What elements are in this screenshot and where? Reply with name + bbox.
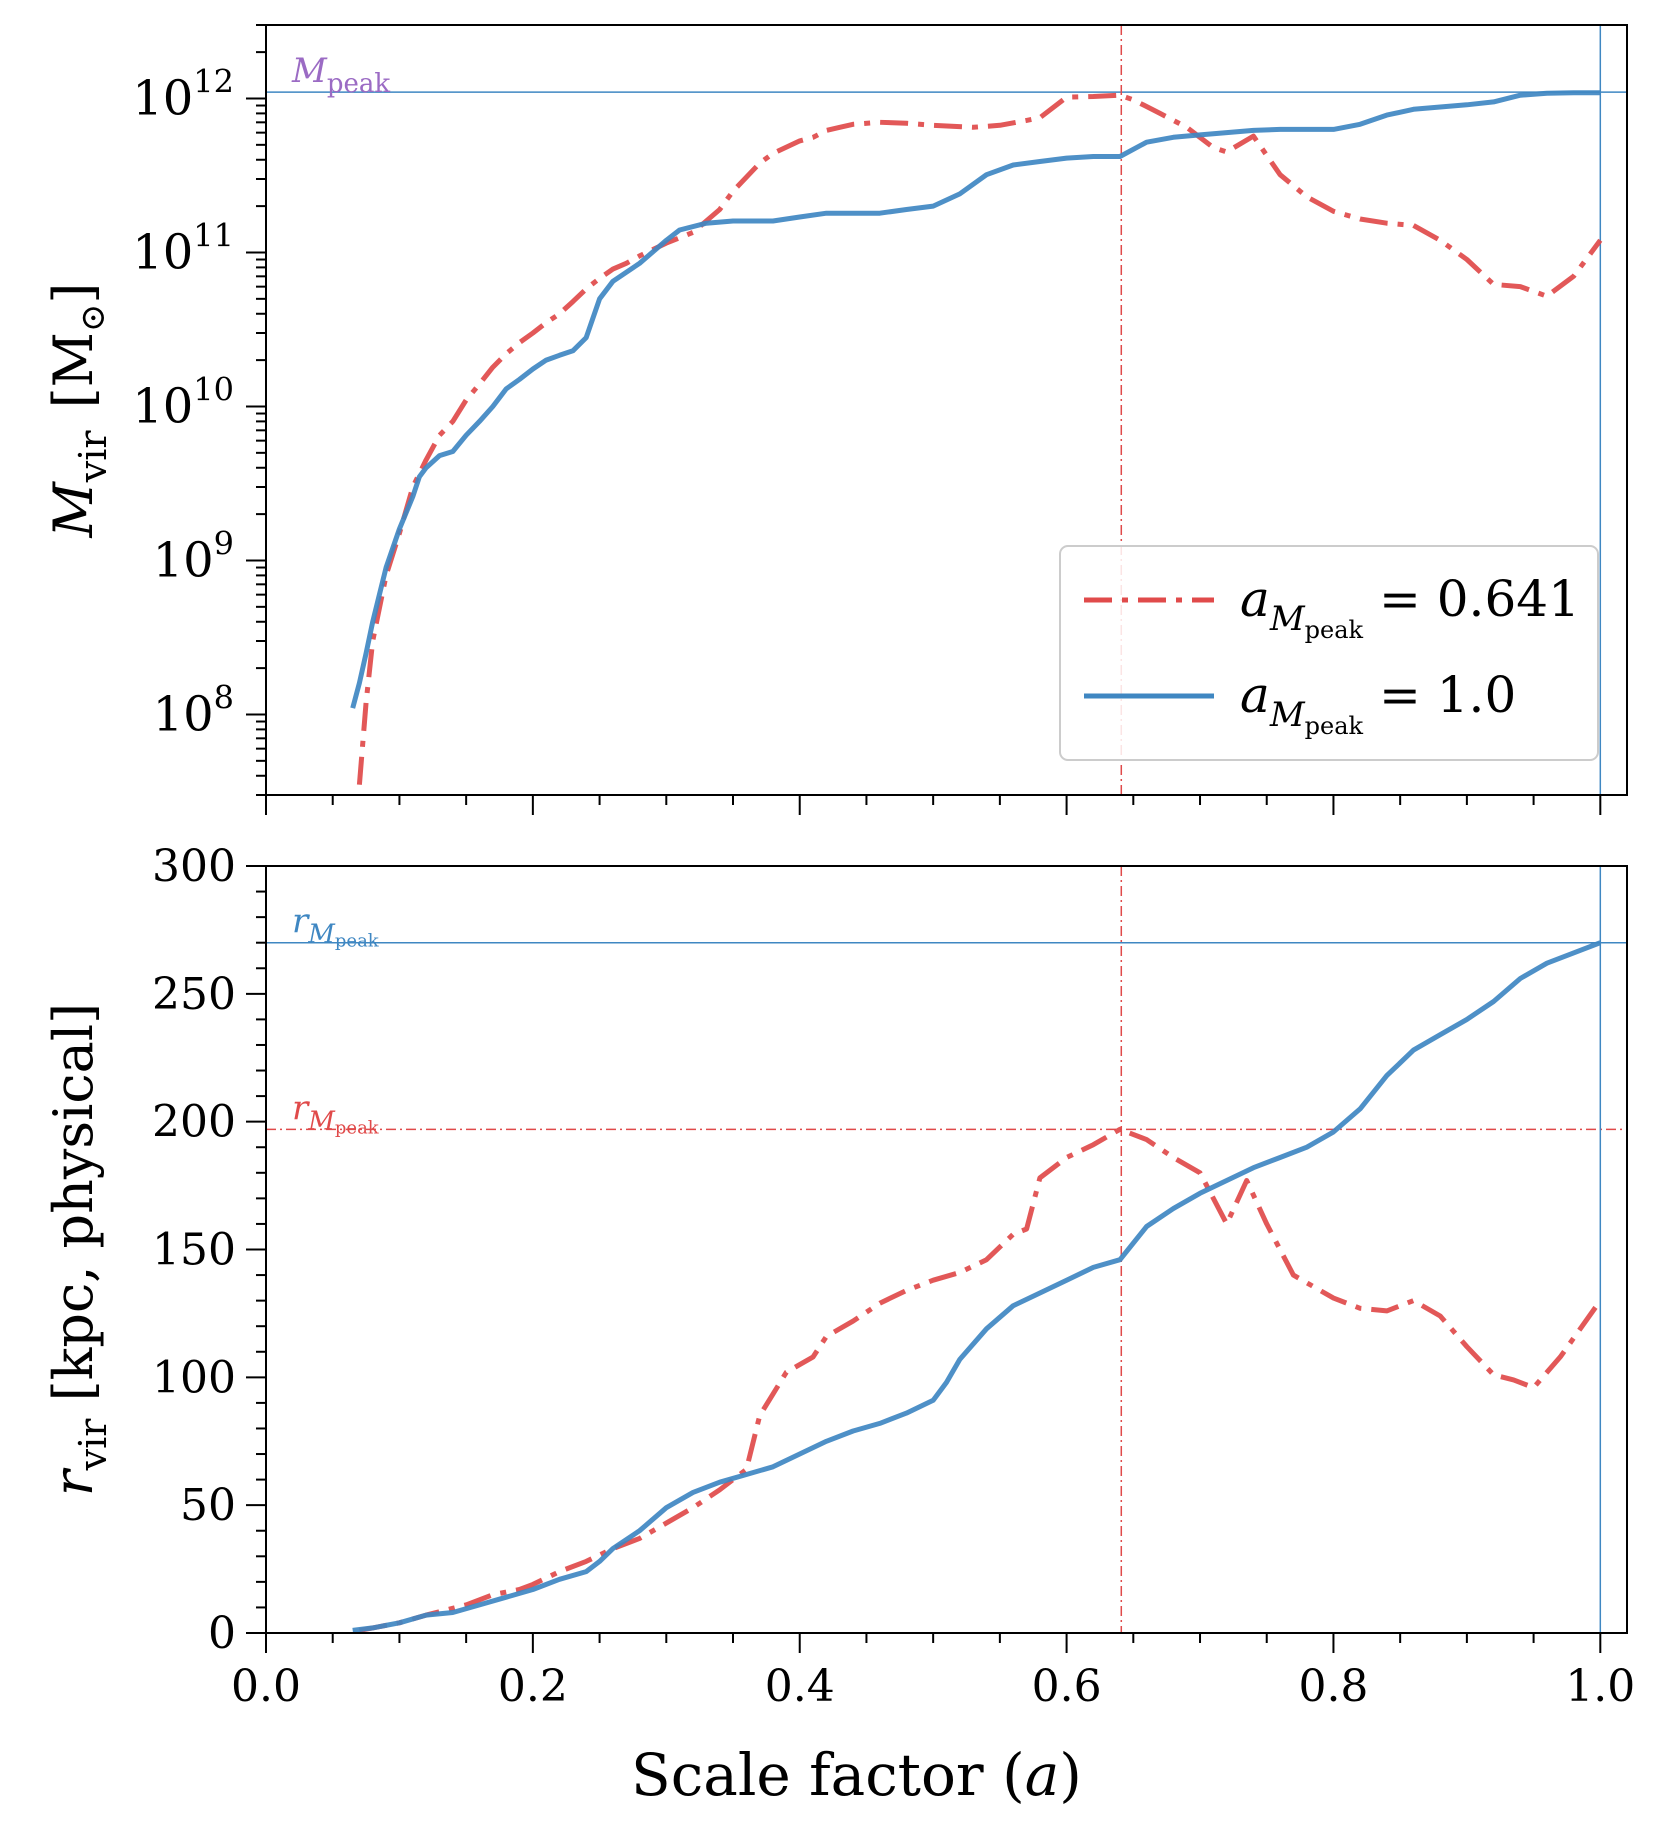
y-tick-label: 0 <box>208 1608 236 1659</box>
legend-label-0: aMpeak = 0.641 <box>1240 570 1580 644</box>
series-1-line <box>352 940 1602 1633</box>
x-tick-label: 0.8 <box>1298 1661 1368 1712</box>
y-axis-label: rvir [kpc, physical] <box>42 1003 115 1496</box>
hline-label-0: Mpeak <box>291 51 390 99</box>
plot-frame <box>265 24 1628 796</box>
y-tick-label: 200 <box>152 1097 236 1148</box>
y-tick-label: 1012 <box>132 62 234 126</box>
x-tick-label: 0.2 <box>498 1661 568 1712</box>
x-tick-label: 1.0 <box>1565 1661 1635 1712</box>
y-tick-label: 109 <box>153 524 234 588</box>
plot-frame <box>265 865 1628 1634</box>
legend: aMpeak = 0.641 aMpeak = 1.0 <box>1059 545 1599 761</box>
y-tick-label: 108 <box>153 678 234 742</box>
y-tick-label: 50 <box>180 1480 236 1531</box>
panel-bottom: rMpeak rMpeak 0.0 0.2 0.4 0.6 0.8 1.0 0 50 100 150 2… <box>42 841 1635 1809</box>
y-tick-label: 300 <box>152 841 236 892</box>
y-tick-label: 250 <box>152 969 236 1020</box>
x-tick-label: 0.0 <box>231 1661 301 1712</box>
x-tick-label: 0.6 <box>1032 1661 1102 1712</box>
y-tick-label: 1010 <box>132 370 234 434</box>
y-tick-label: 1011 <box>132 216 234 280</box>
x-axis-label: Scale factor (a) <box>631 1741 1082 1809</box>
series-1-line <box>350 90 1601 709</box>
series-0-line <box>356 92 1603 785</box>
y-tick-label: 150 <box>152 1225 236 1276</box>
x-tick-label: 0.4 <box>765 1661 835 1712</box>
hline-label-1: rMpeak <box>292 1088 380 1138</box>
y-axis-label: Mvir[M⊙] <box>42 282 115 538</box>
panel-top: Mpeak 108 109 1010 1011 1012 Mvir[M⊙] aMpeak = … <box>42 24 1628 815</box>
series-0-line <box>358 1126 1603 1633</box>
hline-label-0: rMpeak <box>292 902 380 952</box>
legend-label-1: aMpeak = 1.0 <box>1240 666 1516 740</box>
y-tick-label: 100 <box>152 1352 236 1403</box>
